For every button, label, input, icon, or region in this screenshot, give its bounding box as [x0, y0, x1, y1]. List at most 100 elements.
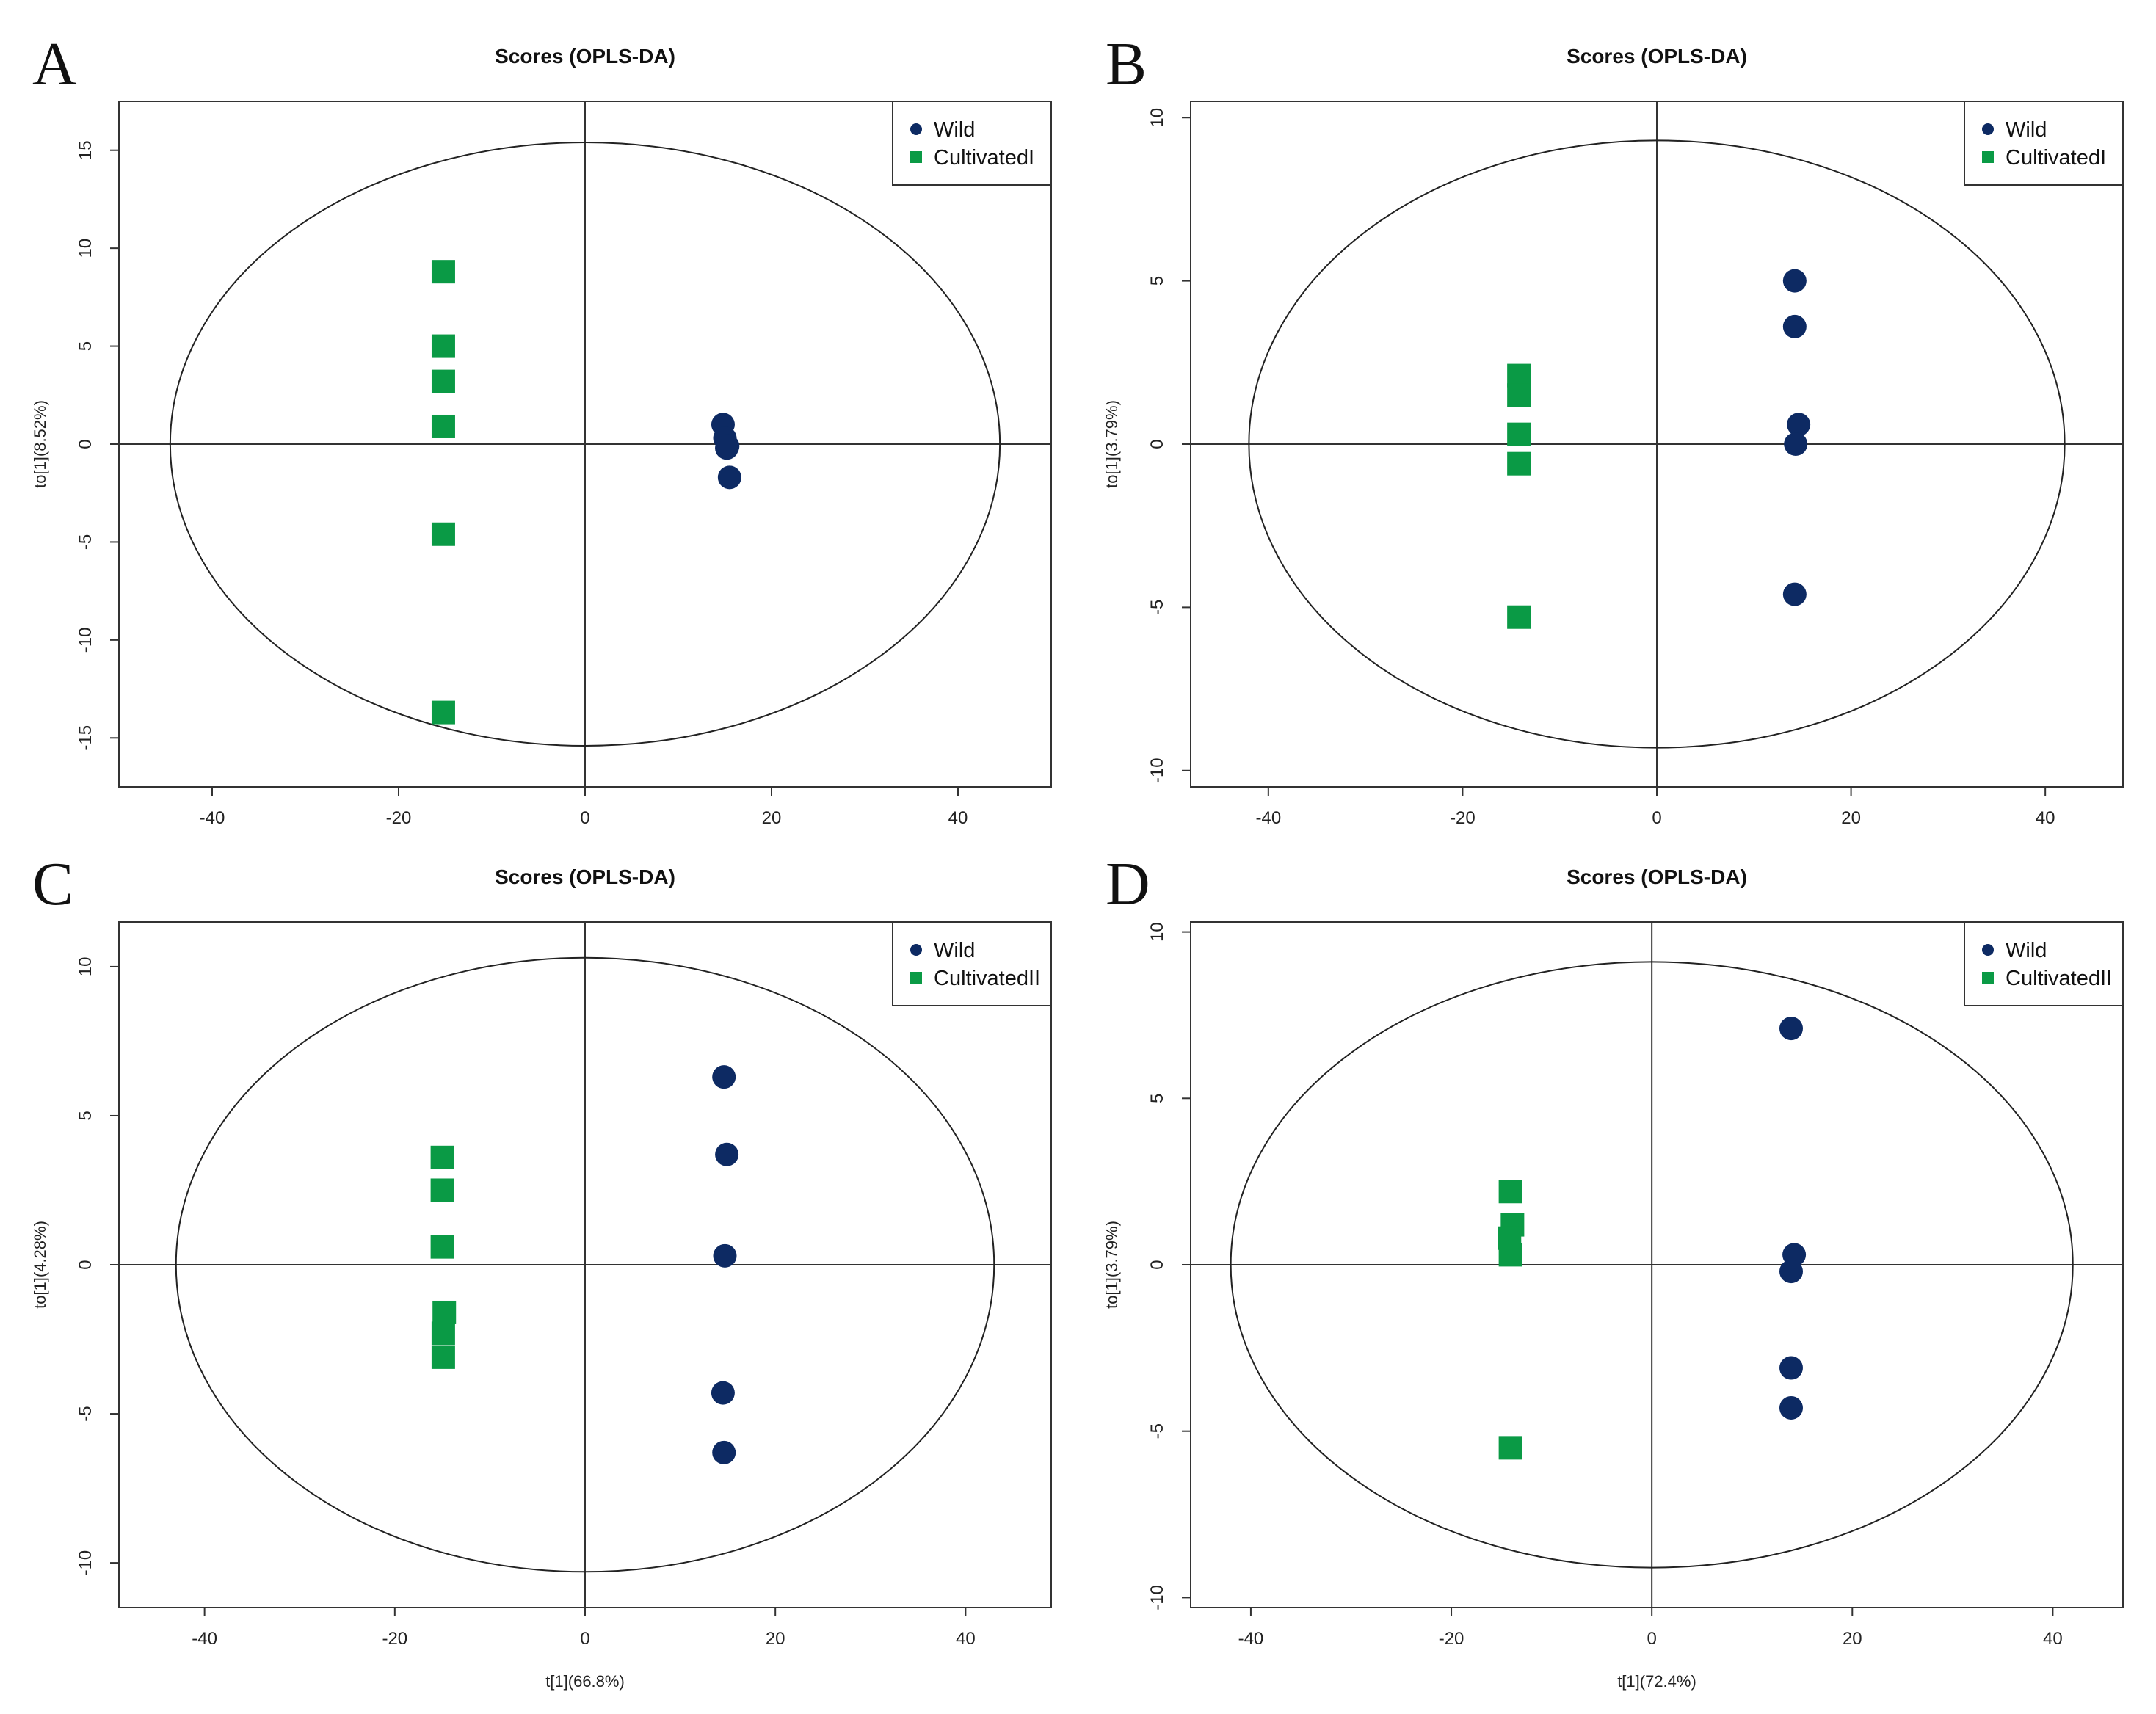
cultivated-point — [431, 260, 455, 284]
x-tick-label: -20 — [1450, 808, 1476, 828]
panel-letter: C — [32, 850, 73, 918]
cultivated-point — [430, 1178, 454, 1202]
cultivated-point — [1507, 363, 1531, 388]
y-tick-label: 10 — [76, 957, 95, 977]
y-tick-label: 5 — [76, 341, 95, 351]
cultivated-point — [1498, 1180, 1522, 1204]
chart-title: Scores (OPLS-DA) — [1567, 45, 1747, 68]
wild-point — [1782, 269, 1807, 293]
confidence-ellipse — [175, 956, 995, 1573]
y-tick-label: 10 — [1147, 108, 1167, 128]
confidence-ellipse — [169, 142, 1001, 747]
y-axis-label: to[1](3.79%) — [1103, 1221, 1121, 1309]
panel-letter: A — [32, 30, 77, 98]
confidence-ellipse — [1248, 139, 2066, 749]
x-tick-label: 0 — [580, 1629, 589, 1649]
legend-label: Wild — [2006, 939, 2047, 962]
y-tick-label: 0 — [1147, 439, 1167, 449]
wild-point — [712, 1065, 736, 1089]
legend-box — [892, 921, 1052, 1006]
cultivated-point — [1507, 605, 1531, 629]
cultivated-point — [1507, 383, 1531, 407]
x-tick-label: 0 — [1647, 1629, 1656, 1649]
cultivated-point — [430, 1145, 454, 1169]
x-axis-label: t[1](72.4%) — [1617, 1672, 1696, 1691]
confidence-ellipse — [1230, 961, 2074, 1569]
legend-box — [1964, 921, 2124, 1006]
x-tick-label: -40 — [200, 808, 225, 828]
legend-circle-icon — [1982, 944, 1994, 956]
chart-title: Scores (OPLS-DA) — [1567, 865, 1747, 888]
y-tick-label: 10 — [76, 239, 95, 258]
y-tick-label: -15 — [76, 725, 95, 751]
wild-point — [1787, 413, 1811, 437]
cultivated-point — [430, 1235, 454, 1259]
y-tick-label: -10 — [1147, 758, 1167, 783]
x-tick-label: 40 — [956, 1629, 976, 1649]
chart-title: Scores (OPLS-DA) — [495, 45, 675, 68]
legend-square-icon — [1982, 151, 1994, 163]
wild-point — [1782, 582, 1807, 606]
y-axis-label: to[1](4.28%) — [31, 1221, 49, 1309]
y-tick-label: -5 — [76, 1406, 95, 1421]
x-tick-label: 40 — [2043, 1629, 2063, 1649]
y-tick-label: 5 — [1147, 1094, 1167, 1103]
y-axis-label: to[1](8.52%) — [31, 400, 49, 488]
y-tick-label: 0 — [76, 1260, 95, 1269]
x-axis-label: t[1](66.8%) — [545, 1672, 625, 1691]
panel-d: D Scores (OPLS-DA) -40 -20 0 20 40 -10 -5 0 5 10 to[… — [1103, 850, 2124, 1691]
cultivated-point — [431, 1321, 455, 1346]
legend-label: CultivatedII — [934, 967, 1040, 990]
y-tick-label: -10 — [76, 1550, 95, 1576]
legend-square-icon — [910, 972, 922, 984]
cultivated-point — [1498, 1243, 1522, 1267]
y-tick-label: 0 — [76, 439, 95, 449]
y-tick-label: -5 — [76, 534, 95, 550]
x-tick-label: -20 — [1439, 1629, 1464, 1649]
wild-point — [712, 1440, 736, 1464]
panel-letter: D — [1106, 850, 1150, 918]
y-tick-label: 5 — [1147, 276, 1167, 286]
y-tick-label: 5 — [76, 1111, 95, 1120]
y-tick-label: 0 — [1147, 1260, 1167, 1269]
legend-square-icon — [910, 151, 922, 163]
cultivated-point — [1507, 422, 1531, 446]
legend-square-icon — [1982, 972, 1994, 984]
y-tick-label: 15 — [76, 140, 95, 160]
wild-point — [713, 1243, 737, 1268]
wild-point — [717, 465, 741, 490]
wild-point — [1779, 1395, 1803, 1420]
cultivated-point — [432, 1300, 457, 1324]
x-tick-label: 20 — [766, 1629, 785, 1649]
legend-label: CultivatedI — [2006, 146, 2106, 170]
panel-b: B Scores (OPLS-DA) -40 -20 0 20 40 -10 -5 0 5 10 to[… — [1103, 30, 2124, 828]
cultivated-point — [431, 414, 455, 438]
cultivated-point — [431, 369, 455, 393]
cultivated-point — [431, 700, 455, 725]
x-tick-label: -40 — [1238, 1629, 1264, 1649]
x-tick-label: 20 — [1843, 1629, 1862, 1649]
legend-circle-icon — [910, 123, 922, 135]
wild-point — [715, 1142, 739, 1166]
y-tick-label: -10 — [76, 628, 95, 653]
wild-point — [716, 434, 740, 458]
y-tick-label: -10 — [1147, 1585, 1167, 1610]
x-tick-label: 0 — [580, 808, 589, 828]
x-tick-label: -20 — [386, 808, 412, 828]
y-tick-label: -5 — [1147, 600, 1167, 615]
panel-letter: B — [1106, 30, 1147, 98]
legend-label: CultivatedI — [934, 146, 1034, 170]
y-tick-label: -5 — [1147, 1423, 1167, 1439]
cultivated-point — [431, 1345, 455, 1369]
x-tick-label: -40 — [1255, 808, 1281, 828]
panel-c: C Scores (OPLS-DA) -40 -20 0 20 40 -10 -5 0 5 10 to[… — [31, 850, 1052, 1691]
wild-point — [1784, 432, 1808, 456]
legend-box — [1964, 101, 2124, 186]
legend-box — [892, 101, 1052, 186]
panel-a: A Scores (OPLS-DA) -40 -20 0 20 40 -15 -10 -5 0 5 10… — [31, 30, 1052, 828]
x-tick-label: -20 — [382, 1629, 407, 1649]
wild-point — [1779, 1017, 1803, 1041]
x-tick-label: 40 — [948, 808, 968, 828]
legend-label: Wild — [934, 118, 975, 142]
